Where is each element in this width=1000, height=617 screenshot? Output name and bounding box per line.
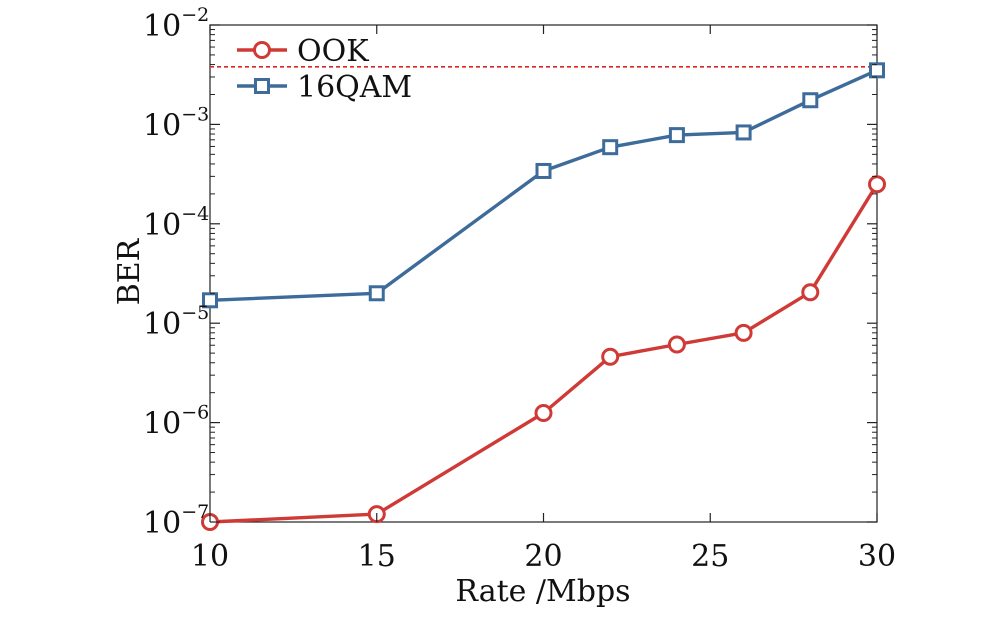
- legend-label: OOK: [297, 34, 369, 69]
- data-point: [869, 62, 885, 79]
- data-point: [868, 175, 886, 194]
- y-tick-label: 10−3: [143, 103, 209, 143]
- data-point: [801, 283, 820, 302]
- y-axis-label: BER: [112, 237, 147, 305]
- series-line: [209, 183, 879, 524]
- data-point: [735, 124, 752, 141]
- series-line: [209, 68, 878, 302]
- y-tick-label: 10−6: [143, 402, 209, 442]
- data-point: [734, 323, 753, 342]
- data-point: [668, 127, 685, 144]
- x-tick-label: 15: [358, 539, 396, 574]
- series-layer: [201, 62, 886, 531]
- x-tick-label: 20: [524, 539, 562, 574]
- data-point: [802, 92, 819, 109]
- x-tick-label: 30: [858, 539, 896, 574]
- data-point: [534, 403, 553, 422]
- y-tick-label: 10−2: [143, 4, 209, 44]
- y-tick-label: 10−7: [143, 501, 209, 541]
- data-point: [202, 292, 218, 309]
- legend-marker: [253, 41, 271, 59]
- data-point: [667, 335, 686, 354]
- legend-label: 16QAM: [297, 70, 412, 105]
- series-ook: [201, 175, 886, 531]
- axes-layer: 10 15 20 25 30 10−7 10−6 10−5 10−4 10−3 10−2: [143, 4, 896, 574]
- data-point: [601, 347, 620, 366]
- x-tick-label: 25: [691, 539, 729, 574]
- legend-marker: [254, 78, 270, 94]
- x-tick-label: 10: [191, 539, 229, 574]
- data-point: [535, 162, 552, 179]
- data-point: [602, 139, 619, 156]
- legend-item: OOK: [237, 34, 369, 69]
- series-16qam: [202, 62, 885, 309]
- y-tick-label: 10−5: [143, 302, 209, 342]
- x-axis-label: Rate /Mbps: [455, 574, 630, 609]
- legend-item: 16QAM: [237, 70, 412, 105]
- y-tick-label: 10−4: [143, 203, 209, 243]
- data-point: [368, 285, 385, 302]
